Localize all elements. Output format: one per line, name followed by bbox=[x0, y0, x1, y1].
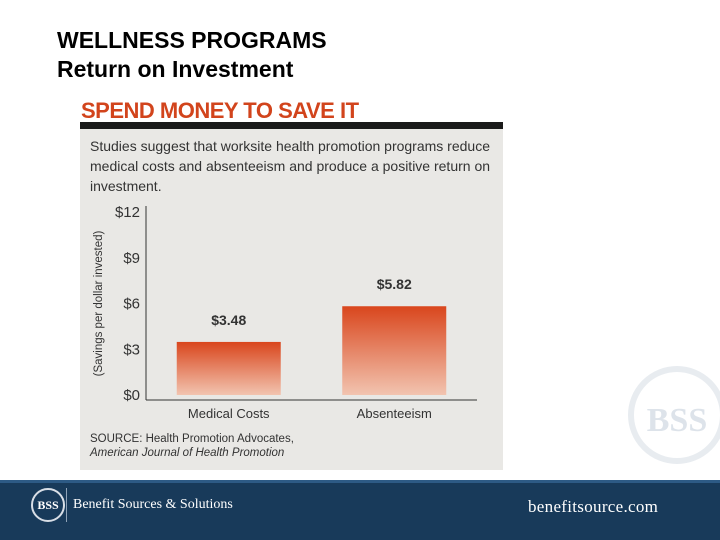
watermark-text: BSS bbox=[646, 402, 708, 439]
chart-card: SPEND MONEY TO SAVE IT Studies suggest t… bbox=[80, 96, 503, 470]
slide-title-line-1: WELLNESS PROGRAMS bbox=[57, 27, 327, 53]
source-line-1: SOURCE: Health Promotion Advocates, bbox=[90, 433, 294, 445]
source-line-2: American Journal of Health Promotion bbox=[90, 447, 285, 459]
bar bbox=[176, 341, 281, 395]
y-tick-label: $6 bbox=[123, 296, 140, 313]
footer-bar bbox=[0, 480, 720, 540]
logo-text: BSS bbox=[37, 498, 59, 512]
y-tick-label: $3 bbox=[123, 341, 140, 358]
bar-value-label: $5.82 bbox=[377, 276, 412, 292]
y-axis-label: (Savings per dollar invested) bbox=[93, 230, 105, 376]
bar bbox=[342, 306, 447, 395]
card-header-rule bbox=[80, 122, 503, 129]
card-header: SPEND MONEY TO SAVE IT bbox=[80, 96, 503, 129]
footer-website-url: benefitsource.com bbox=[528, 497, 659, 516]
slide-title-line-2: Return on Investment bbox=[57, 56, 294, 82]
card-headline: SPEND MONEY TO SAVE IT bbox=[81, 98, 359, 123]
x-category-label: Medical Costs bbox=[188, 406, 270, 421]
y-tick-label: $12 bbox=[115, 204, 140, 221]
y-tick-label: $0 bbox=[123, 387, 140, 404]
bar-value-label: $3.48 bbox=[211, 312, 246, 328]
x-category-label: Absenteeism bbox=[357, 406, 432, 421]
card-intro-text: Studies suggest that worksite health pro… bbox=[90, 138, 491, 194]
bar-chart: $0 $3 $6 $9 $12 (Savings per dollar invested)… bbox=[93, 204, 477, 421]
bss-watermark-logo: BSS bbox=[628, 366, 720, 464]
slide-title: WELLNESS PROGRAMS Return on Investment bbox=[57, 26, 327, 84]
source-note: SOURCE: Health Promotion Advocates, Amer… bbox=[90, 432, 294, 460]
footer-accent-line bbox=[0, 480, 720, 483]
footer-divider bbox=[66, 488, 67, 522]
y-tick-label: $9 bbox=[123, 250, 140, 267]
footer-company-name: Benefit Sources & Solutions bbox=[73, 497, 233, 512]
bss-logo: BSS bbox=[31, 488, 65, 522]
